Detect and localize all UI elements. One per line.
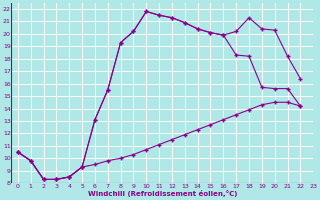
- X-axis label: Windchill (Refroidissement éolien,°C): Windchill (Refroidissement éolien,°C): [88, 190, 237, 197]
